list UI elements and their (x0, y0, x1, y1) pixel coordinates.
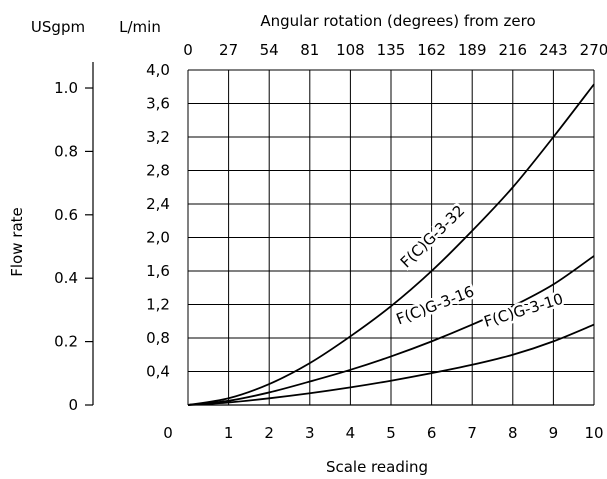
x-tick-label: 9 (549, 424, 559, 442)
grid (187, 69, 595, 405)
usgpm-tick-label: 1.0 (54, 79, 78, 97)
x-tick-label: 6 (427, 424, 437, 442)
top-tick-label: 81 (300, 41, 319, 59)
series-label: F(C)G-3-32 (397, 201, 468, 271)
top-tick-label: 243 (539, 41, 568, 59)
lmin-tick-label: 1,6 (146, 262, 170, 280)
top-tick-label: 108 (336, 41, 365, 59)
usgpm-unit-label: USgpm (31, 18, 85, 36)
lmin-tick-label: 2,8 (146, 162, 170, 180)
lmin-tick-label: 0,4 (146, 363, 170, 381)
lmin-tick-label: 2,4 (146, 195, 170, 213)
series-label: F(C)G-3-16 (394, 282, 477, 328)
usgpm-tick-label: 0.4 (54, 269, 78, 287)
x-tick-label: 3 (305, 424, 315, 442)
top-tick-label: 27 (219, 41, 238, 59)
x-tick-label: 8 (508, 424, 518, 442)
series-line (187, 323, 595, 406)
x-tick-label: 7 (467, 424, 477, 442)
x-tick-label: 1 (224, 424, 234, 442)
usgpm-tick-label: 0.6 (54, 206, 78, 224)
x-tick-label: 0 (163, 424, 173, 442)
lmin-tick-label: 4,0 (146, 61, 170, 79)
x-tick-label: 4 (346, 424, 356, 442)
series-line (187, 255, 595, 406)
series-label: F(C)G-3-10 (482, 290, 566, 331)
usgpm-tick-label: 0 (68, 396, 78, 414)
series-lines (187, 83, 595, 406)
lmin-tick-label: 2,0 (146, 229, 170, 247)
top-axis-title: Angular rotation (degrees) from zero (260, 12, 535, 30)
top-tick-label: 189 (458, 41, 487, 59)
lmin-tick-label: 0,8 (146, 329, 170, 347)
usgpm-tick-label: 0.2 (54, 333, 78, 351)
top-tick-label: 162 (417, 41, 446, 59)
lmin-tick-label: 3,2 (146, 128, 170, 146)
x-tick-label: 5 (386, 424, 396, 442)
y-axis-title: Flow rate (8, 207, 26, 276)
axes (85, 62, 594, 406)
x-tick-label: 2 (264, 424, 274, 442)
lmin-tick-label: 3,6 (146, 95, 170, 113)
x-tick-label: 10 (584, 424, 603, 442)
series-line (187, 83, 595, 406)
top-tick-label: 0 (183, 41, 193, 59)
lmin-tick-label: 1,2 (146, 296, 170, 314)
x-axis-title: Scale reading (326, 458, 428, 476)
top-tick-label: 216 (498, 41, 527, 59)
top-tick-label: 54 (260, 41, 279, 59)
usgpm-tick-label: 0.8 (54, 142, 78, 160)
chart-labels: 0 1 2 3 4 5 6 7 8 9 10 0 27 54 81 108 135 162 189 216 243 270… (54, 41, 607, 442)
top-tick-label: 135 (377, 41, 406, 59)
top-tick-label: 270 (580, 41, 607, 59)
lmin-unit-label: L/min (119, 18, 161, 36)
